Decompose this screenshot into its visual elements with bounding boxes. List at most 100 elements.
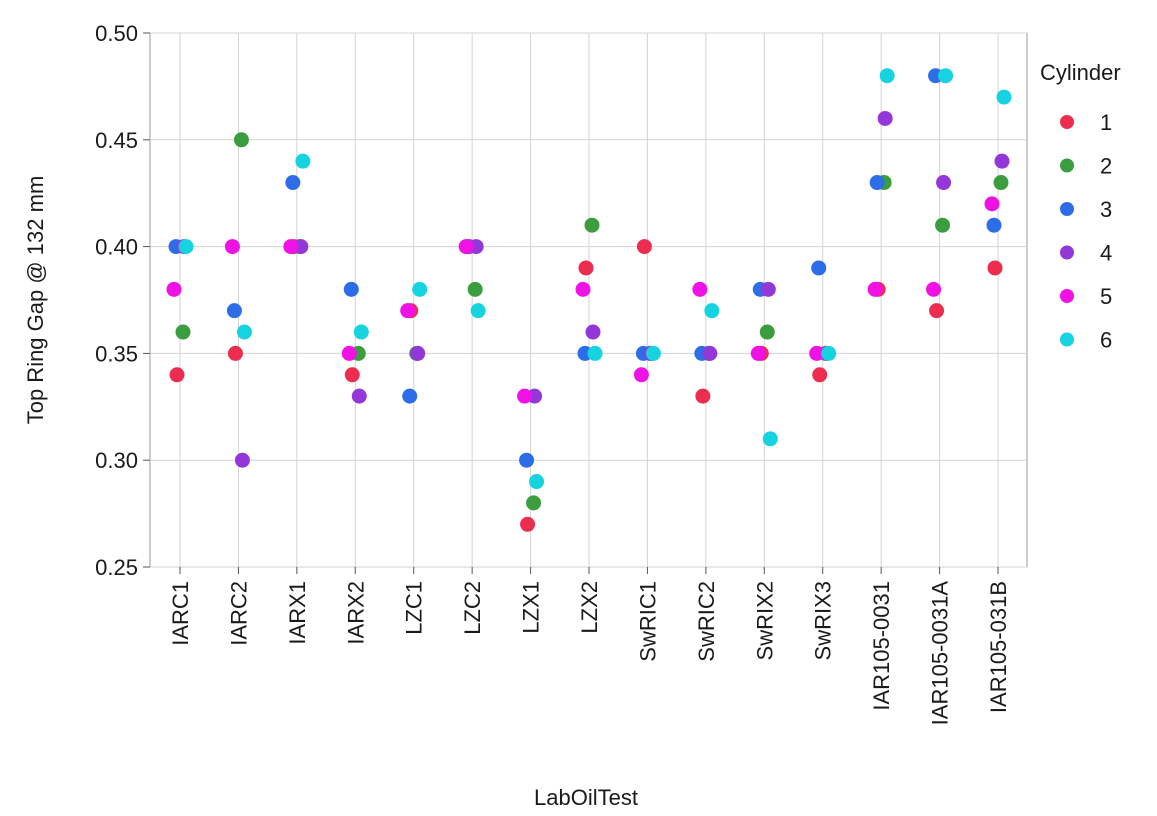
y-tick-label: 0.40 — [95, 235, 138, 260]
legend-title: Cylinder — [1040, 60, 1121, 85]
data-point — [283, 239, 299, 255]
data-point — [587, 345, 603, 361]
data-point — [695, 388, 711, 404]
data-point — [821, 345, 837, 361]
data-point — [178, 239, 194, 255]
legend-label: 2 — [1100, 154, 1112, 179]
data-point — [402, 388, 418, 404]
x-tick-label: IARX2 — [343, 581, 368, 645]
data-point — [812, 367, 828, 383]
data-point — [467, 281, 483, 297]
data-point — [226, 303, 242, 319]
data-point — [993, 175, 1009, 191]
y-tick-label: 0.45 — [95, 128, 138, 153]
x-tick-label: LZX1 — [519, 581, 544, 634]
x-tick-label: SwRIX2 — [752, 581, 777, 660]
data-points — [166, 68, 1012, 532]
x-axis-title: LabOilTest — [534, 785, 638, 810]
data-point — [759, 324, 775, 340]
data-point — [470, 303, 486, 319]
data-point — [233, 132, 249, 148]
x-tick-label: SwRIC1 — [635, 581, 660, 662]
data-point — [166, 281, 182, 297]
data-point — [987, 260, 1003, 276]
data-point — [633, 367, 649, 383]
data-point — [344, 367, 360, 383]
legend-marker — [1060, 245, 1074, 260]
data-point — [938, 68, 954, 84]
legend-label: 6 — [1100, 328, 1112, 353]
legend-marker — [1060, 289, 1074, 303]
data-point — [529, 474, 545, 490]
x-tick-label: LZC2 — [460, 581, 485, 635]
data-point — [578, 260, 594, 276]
data-point — [926, 281, 942, 297]
data-point — [517, 388, 533, 404]
data-point — [984, 196, 1000, 212]
x-tick-label: SwRIC2 — [694, 581, 719, 662]
legend-label: 3 — [1100, 197, 1112, 222]
data-point — [285, 175, 301, 191]
data-point — [526, 495, 542, 511]
data-point — [929, 303, 945, 319]
data-point — [702, 345, 718, 361]
data-point — [692, 281, 708, 297]
x-tick-label: LZC1 — [402, 581, 427, 635]
data-point — [762, 431, 778, 447]
legend: Cylinder 1 2 3 4 5 6 — [1040, 60, 1121, 353]
x-tick-label: IAR105-0031 — [869, 581, 894, 711]
legend-label: 5 — [1100, 284, 1112, 309]
data-point — [879, 68, 895, 84]
data-point — [236, 324, 252, 340]
data-point — [169, 367, 185, 383]
data-point — [996, 89, 1012, 105]
y-axis-ticks: 0.25 0.30 0.35 0.40 0.45 0.50 — [95, 21, 150, 580]
data-point — [351, 388, 367, 404]
data-point — [760, 281, 776, 297]
legend-marker — [1060, 115, 1074, 129]
data-point — [412, 281, 428, 297]
data-point — [867, 281, 883, 297]
x-tick-label: LZX2 — [577, 581, 602, 634]
legend-marker — [1060, 202, 1074, 216]
data-point — [400, 303, 416, 319]
legend-label: 1 — [1100, 110, 1112, 135]
data-point — [935, 217, 951, 233]
data-point — [877, 110, 893, 126]
legend-label: 4 — [1100, 241, 1112, 266]
y-tick-label: 0.50 — [95, 21, 138, 46]
data-point — [175, 324, 191, 340]
data-point — [227, 345, 243, 361]
data-point — [520, 516, 536, 532]
x-axis-ticks: IARC1 IARC2 IARX1 IARX2 LZC1 LZC2 LZX1 LZX2 SwRI… — [168, 567, 1011, 725]
y-tick-label: 0.25 — [95, 555, 138, 580]
data-point — [343, 281, 359, 297]
data-point — [575, 281, 591, 297]
x-tick-label: IAR105-031B — [986, 581, 1011, 713]
data-point — [295, 153, 311, 169]
data-point — [869, 175, 885, 191]
data-point — [353, 324, 369, 340]
data-point — [750, 345, 766, 361]
data-point — [458, 239, 474, 255]
data-point — [519, 452, 535, 468]
legend-marker — [1060, 158, 1074, 173]
data-point — [584, 217, 600, 233]
data-point — [994, 153, 1010, 169]
x-tick-label: IARC1 — [168, 581, 193, 646]
data-point — [585, 324, 601, 340]
legend-marker — [1060, 332, 1074, 347]
data-point — [341, 345, 357, 361]
data-point — [811, 260, 827, 276]
data-point — [234, 452, 250, 468]
data-point — [704, 303, 720, 319]
data-point — [224, 239, 240, 255]
data-point — [410, 345, 426, 361]
x-tick-label: IARC2 — [226, 581, 251, 646]
y-axis-title: Top Ring Gap @ 132 mm — [23, 176, 48, 425]
x-tick-label: IARX1 — [285, 581, 310, 645]
x-tick-label: SwRIX3 — [811, 581, 836, 660]
data-point — [645, 345, 661, 361]
